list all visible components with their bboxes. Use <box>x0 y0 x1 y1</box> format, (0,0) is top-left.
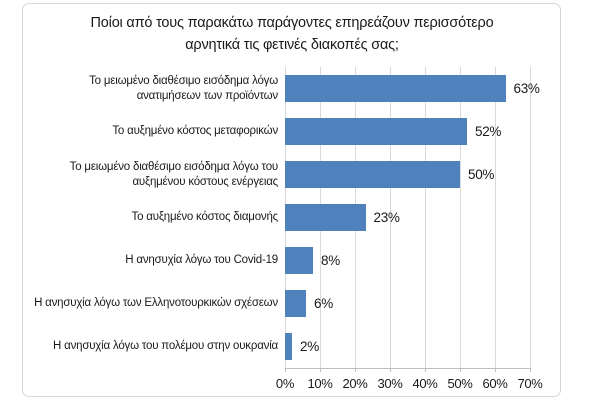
gridline <box>460 67 461 368</box>
axis-tick <box>495 368 496 372</box>
gridline <box>530 67 531 368</box>
value-label: 63% <box>513 81 540 96</box>
axis-tick <box>425 368 426 372</box>
x-axis-tick-label: 0% <box>275 376 295 391</box>
category-label: Η ανησυχία λόγω των Ελληνοτουρκικών σχέσ… <box>34 297 278 310</box>
gridline <box>390 67 391 368</box>
x-axis-tick-label: 10% <box>307 376 333 391</box>
value-label: 50% <box>468 167 495 182</box>
bar <box>285 75 506 102</box>
category-label: Το μειωμένο διαθέσιμο εισόδημα λόγω ανατ… <box>89 74 278 102</box>
bar <box>285 204 366 231</box>
x-axis-tick-label: 60% <box>482 376 508 391</box>
value-label: 23% <box>373 210 400 225</box>
x-axis-tick-label: 70% <box>517 376 543 391</box>
x-axis-tick-label: 20% <box>342 376 368 391</box>
x-axis-tick-label: 30% <box>377 376 403 391</box>
axis-tick <box>320 368 321 372</box>
x-axis-tick-label: 40% <box>412 376 438 391</box>
chart-title: Ποίοι από τους παρακάτω παράγοντες επηρε… <box>90 15 494 53</box>
chart-frame <box>22 3 561 397</box>
category-label: Η ανησυχία λόγω του Covid-19 <box>125 254 278 267</box>
category-label: Η ανησυχία λόγω του πολέμου στην ουκρανί… <box>53 340 278 353</box>
category-label: Το μειωμένο διαθέσιμο εισόδημα λόγω του … <box>69 160 279 188</box>
category-label: Το αυξημένο κόστος μεταφορικών <box>112 125 278 138</box>
gridline <box>425 67 426 368</box>
bar <box>285 161 460 188</box>
bar <box>285 247 313 274</box>
axis-tick <box>390 368 391 372</box>
x-axis-tick-label: 50% <box>447 376 473 391</box>
axis-tick <box>355 368 356 372</box>
bar <box>285 118 467 145</box>
category-label: Το αυξημένο κόστος διαμονής <box>131 211 279 224</box>
axis-tick <box>460 368 461 372</box>
value-label: 6% <box>314 296 333 311</box>
x-axis-line <box>285 368 531 369</box>
axis-tick <box>285 368 286 372</box>
value-label: 2% <box>300 339 319 354</box>
value-label: 8% <box>321 253 340 268</box>
bar <box>285 333 292 360</box>
bar <box>285 290 306 317</box>
gridline <box>495 67 496 368</box>
axis-tick <box>530 368 531 372</box>
value-label: 52% <box>475 124 502 139</box>
